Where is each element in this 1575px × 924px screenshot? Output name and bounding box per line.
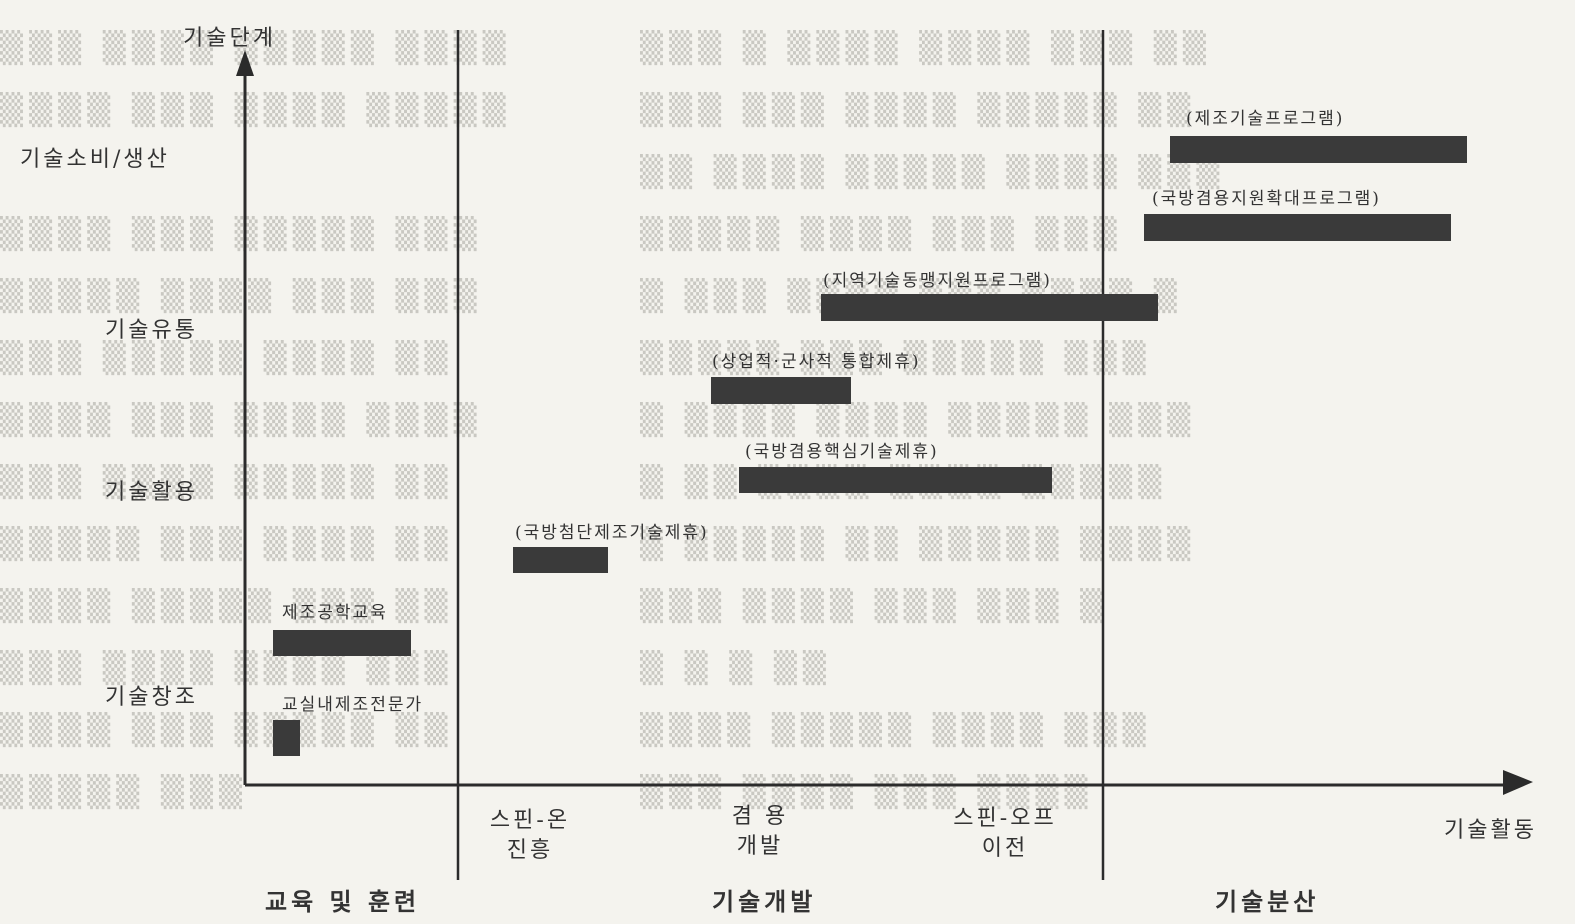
program-label-8: (제조기술프로그램) [1186, 109, 1345, 129]
program-label-2: 제조공학교육 [282, 603, 388, 623]
phase-diffusion: 기술분산 [1215, 887, 1320, 916]
program-label-4: (국방겸용핵심기술제휴) [745, 442, 939, 462]
x-milestone-spin-on: 스핀-온 진흥 [489, 808, 571, 863]
y-level-utilization: 기술활용 [105, 480, 198, 505]
program-label-3: (국방첨단제조기술제휴) [515, 523, 709, 543]
y-level-distribution: 기술유통 [105, 318, 198, 343]
x-axis-title: 기술활동 [1444, 818, 1537, 843]
program-bar-6 [821, 294, 1158, 321]
phase-development: 기술개발 [712, 887, 817, 916]
y-axis-title: 기술단계 [183, 26, 276, 51]
program-label-1: 교실내제조전문가 [282, 695, 424, 715]
program-label-7: (국방겸용지원확대프로그램) [1152, 189, 1381, 209]
x-milestone-spin-off: 스핀-오프 이전 [953, 806, 1057, 861]
y-level-consumption: 기술소비/생산 [20, 147, 170, 172]
program-bar-7 [1144, 214, 1451, 241]
y-axis-arrow-icon [236, 50, 254, 76]
program-bar-1 [273, 720, 300, 756]
program-bar-2 [273, 630, 411, 656]
program-bar-5 [711, 377, 851, 404]
program-label-5: (상업적·군사적 통합제휴) [712, 352, 921, 372]
program-bar-3 [513, 547, 608, 573]
y-level-creation: 기술창조 [105, 685, 198, 710]
x-axis-arrow-icon [1503, 770, 1533, 795]
program-bar-8 [1170, 136, 1467, 163]
program-label-6: (지역기술동맹지원프로그램) [823, 271, 1052, 291]
phase-education: 교육 및 훈련 [265, 887, 421, 916]
x-milestone-dual-use: 겸 용 개발 [731, 804, 789, 859]
program-bar-4 [739, 467, 1052, 493]
